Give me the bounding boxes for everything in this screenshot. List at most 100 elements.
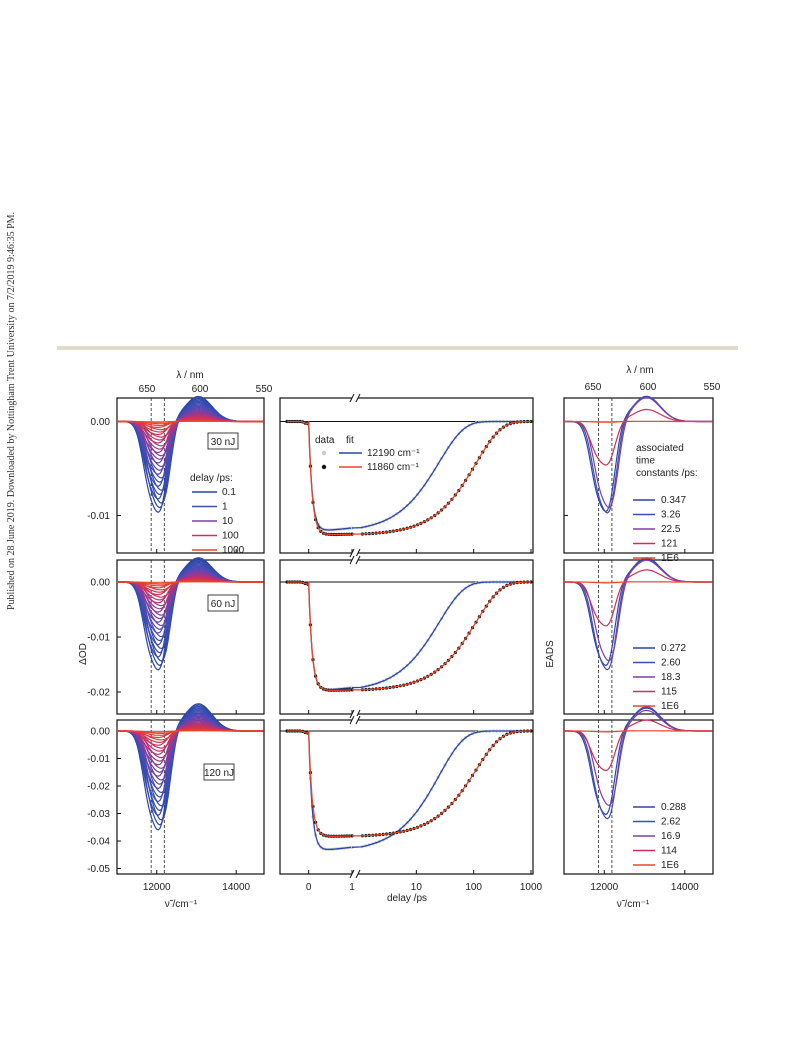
tas-panel-60nJ-trace-27 xyxy=(117,581,264,584)
eads-panel-3-trace-0 xyxy=(564,707,713,816)
tas-legend-label-4: 1000 xyxy=(222,545,245,556)
kinetics-panel-3-break-gap-1 xyxy=(352,870,358,878)
kinetics-panel-2-fit-early-lo xyxy=(287,581,352,691)
kinetics-panel-3-break-gap-0 xyxy=(352,716,358,724)
eads3-legend-label-3: 114 xyxy=(661,846,677,857)
kinetics-panel-2-break-gap-1 xyxy=(352,710,358,718)
tas-legend-label-2: 10 xyxy=(222,516,234,527)
page-rule xyxy=(57,346,738,350)
eads-panel-3-trace-1 xyxy=(564,706,713,820)
tas-xtick-14000: 14000 xyxy=(222,882,250,893)
kinetics-legend-label-1: 11860 cm⁻¹ xyxy=(367,462,419,473)
kinetics-panel-1-fit-early-lo xyxy=(287,420,352,536)
kinetics-panel-3-fit-lo xyxy=(351,730,531,837)
kinetics-legend-marker-0 xyxy=(321,450,327,456)
kinetics-panel-2-frame xyxy=(279,559,534,715)
eads-panel-2-trace-3 xyxy=(564,569,713,627)
eads-legend-title-2: constants /ps: xyxy=(636,468,698,479)
tas-panel-120nJ-ytick-label-4: -0.04 xyxy=(87,837,110,848)
kinetics-panel-1-fit-hi xyxy=(351,420,531,529)
eads-panel-3-trace-2 xyxy=(564,709,713,807)
eads-xlabel: ν̃ /cm⁻¹ xyxy=(617,899,650,910)
kinetics-panel-1-fit-lo xyxy=(351,420,531,535)
kinetics-xtick-1: 1 xyxy=(349,882,355,893)
tas-top-tick-1: 600 xyxy=(192,384,209,395)
tas-panel-120nJ-ytick-label-0: 0.00 xyxy=(91,727,111,738)
eads-panel-2-trace-4 xyxy=(564,581,713,584)
tas-legend-label-1: 1 xyxy=(222,502,228,513)
kinetics-panel-2-fit-early-hi xyxy=(287,581,352,691)
kinetics-xtick-2: 10 xyxy=(411,882,423,893)
eads-top-tick-0: 650 xyxy=(585,382,602,393)
kinetics-panel-3-break-mark-a-0 xyxy=(349,715,355,725)
eads-top-axis-label: λ / nm xyxy=(626,365,653,376)
eads2-legend-label-0: 0.272 xyxy=(661,643,686,654)
eads-panel-2-trace-1 xyxy=(564,557,713,671)
tas-panel-30nJ-ytick-label-1: -0.01 xyxy=(87,511,110,522)
kinetics-panel-1-frame xyxy=(279,397,534,554)
tas-panel-60nJ-traces xyxy=(117,557,264,671)
kinetics-panel-1-break-mark-b-0 xyxy=(355,393,361,403)
kinetics-panel-2-fit-lo xyxy=(351,581,531,691)
eads-panel-2-trace-0 xyxy=(564,558,713,667)
eads-legend-title-1: time xyxy=(636,456,655,467)
eads1-legend-label-1: 3.26 xyxy=(661,510,681,521)
kinetics-xlabel: delay /ps xyxy=(387,893,427,904)
tas-top-tick-0: 650 xyxy=(139,384,156,395)
energy-label-1: 60 nJ xyxy=(211,599,235,610)
kinetics-panel-3-break-mark-b-1 xyxy=(355,869,361,879)
eads3-legend-label-0: 0.288 xyxy=(661,802,686,813)
tas-panel-60nJ-ytick-label-1: -0.01 xyxy=(87,633,110,644)
eads2-legend-label-3: 115 xyxy=(661,687,677,698)
tas-panel-120nJ-ytick-label-2: -0.02 xyxy=(87,782,110,793)
eads1-legend-label-0: 0.347 xyxy=(661,495,686,506)
eads-panel-2-traces xyxy=(564,557,713,671)
energy-label-box-0 xyxy=(207,432,239,450)
eads-xtick-14000: 14000 xyxy=(671,882,699,893)
kinetics-legend-fit-header: fit xyxy=(346,435,354,446)
tas-panel-120nJ-trace-27 xyxy=(117,730,264,733)
kinetics-xtick-0: 0 xyxy=(306,882,312,893)
kinetics-panel-2-point-hi-0 xyxy=(350,686,354,690)
kinetics-panel-2-break-mark-b-0 xyxy=(355,555,361,565)
kinetics-panel-2-break-mark-a-0 xyxy=(349,555,355,565)
eads2-legend-label-2: 18.3 xyxy=(661,672,681,683)
eads1-legend-label-2: 22.5 xyxy=(661,524,681,535)
eads3-legend-label-4: 1E6 xyxy=(661,860,679,871)
tas-legend-label-0: 0.1 xyxy=(222,487,236,498)
tas-panel-30nJ-traces xyxy=(117,395,264,514)
energy-label-box-1 xyxy=(207,594,239,612)
eads-panel-3-frame xyxy=(563,719,714,875)
eads-ylabel: EADS xyxy=(545,640,556,668)
eads-legend-title-0: associated xyxy=(636,443,684,454)
kinetics-panel-2-fit-hi xyxy=(351,581,531,689)
kinetics-panel-1-break-gap-0 xyxy=(352,394,358,402)
kinetics-legend-label-0: 12190 cm⁻¹ xyxy=(367,448,420,459)
kinetics-panel-2-break-gap-0 xyxy=(352,556,358,564)
tas-panel-60nJ-ytick-label-0: 0.00 xyxy=(91,578,111,589)
tas-panel-30nJ-ytick-label-0: 0.00 xyxy=(91,417,111,428)
eads1-legend-label-3: 121 xyxy=(661,539,678,550)
eads-panel-3-traces xyxy=(564,706,713,820)
tas-xlabel: ν̃ /cm⁻¹ xyxy=(165,899,198,910)
tas-top-tick-2: 550 xyxy=(256,384,273,395)
eads-top-tick-2: 550 xyxy=(704,382,721,393)
tas-panel-60nJ-ytick-label-2: -0.02 xyxy=(87,688,110,699)
eads-xtick-12000: 12000 xyxy=(590,882,618,893)
tas-panel-120nJ-ytick-label-5: -0.05 xyxy=(87,864,110,875)
kinetics-panel-3-frame xyxy=(279,719,534,875)
kinetics-legend-marker-1 xyxy=(321,464,327,470)
energy-label-2: 120 nJ xyxy=(204,768,234,779)
kinetics-panel-3-fit-early-lo xyxy=(287,730,352,837)
kinetics-panel-3-break-mark-b-0 xyxy=(355,715,361,725)
eads-panel-1-frame xyxy=(563,397,714,554)
kinetics-panel-3-point-hi-0 xyxy=(350,845,354,849)
tas-panel-120nJ-traces xyxy=(117,703,264,831)
tas-legend-label-3: 100 xyxy=(222,531,239,542)
kinetics-xtick-4: 1000 xyxy=(520,882,543,893)
kinetics-panel-1-break-gap-1 xyxy=(352,549,358,557)
energy-label-box-2 xyxy=(203,763,235,781)
eads2-legend-label-4: 1E6 xyxy=(661,701,679,712)
eads3-legend-label-1: 2.62 xyxy=(661,817,681,828)
eads1-legend-label-4: 1E6 xyxy=(661,553,679,564)
